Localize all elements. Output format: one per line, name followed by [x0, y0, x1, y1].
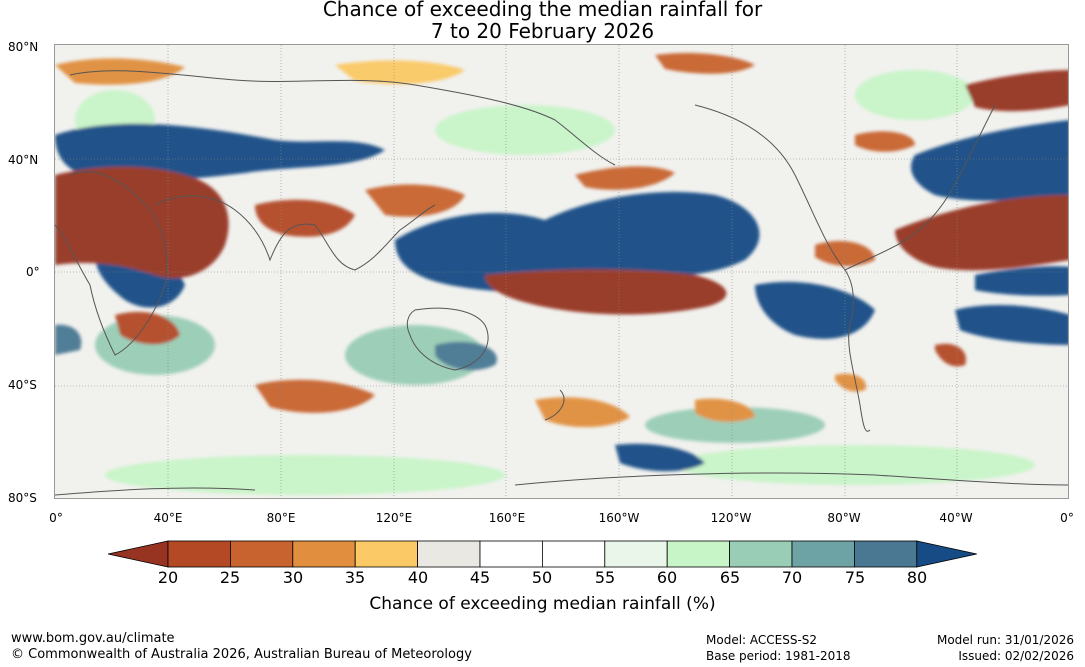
footer-base-period: Base period: 1981-2018: [706, 649, 851, 663]
colorbar-tick: 60: [656, 568, 678, 587]
footer-issued: Issued: 02/02/2026: [958, 649, 1074, 663]
lon-label-40w: 40°W: [939, 511, 973, 525]
colorbar-tick: 30: [282, 568, 304, 587]
colorbar-cell: [292, 540, 356, 568]
lon-label-80w: 80°W: [827, 511, 861, 525]
colorbar-cell: [167, 540, 231, 568]
graticule: [55, 45, 1068, 498]
lon-label-40e: 40°E: [153, 511, 183, 525]
colorbar-label: Chance of exceeding median rainfall (%): [369, 594, 716, 614]
coastlines: [55, 70, 1068, 496]
colorbar-high-arrow: [916, 540, 977, 568]
footer-url: www.bom.gov.au/climate: [11, 631, 175, 646]
lon-label-120e: 120°E: [375, 511, 413, 525]
rainfall-map-canvas: [55, 45, 1068, 498]
lon-label-0: 0°: [49, 511, 63, 525]
colorbar-tick: 50: [531, 568, 553, 587]
colorbar-cell: [417, 540, 481, 568]
rainfall-map: [54, 44, 1069, 499]
rainfall-anomaly-field: [55, 53, 1068, 495]
colorbar-cell: [666, 540, 731, 568]
colorbar-cell: [230, 540, 294, 568]
colorbar-tick: 20: [157, 568, 179, 587]
colorbar-tick: 80: [906, 568, 928, 587]
colorbar-tick: 70: [781, 568, 803, 587]
colorbar-tick: 35: [344, 568, 366, 587]
map-title-line2: 7 to 20 February 2026: [430, 19, 655, 43]
lon-label-0-end: 0°: [1060, 511, 1074, 525]
lon-label-160e: 160°E: [488, 511, 526, 525]
lon-label-80e: 80°E: [266, 511, 296, 525]
lon-label-160w: 160°W: [598, 511, 640, 525]
lat-label-40s: 40°S: [8, 378, 37, 392]
colorbar-cell: [791, 540, 855, 568]
lon-label-120w: 120°W: [710, 511, 752, 525]
footer-copyright: © Commonwealth of Australia 2026, Austra…: [11, 647, 472, 662]
colorbar-cell: [729, 540, 793, 568]
colorbar-tick: 25: [219, 568, 241, 587]
colorbar-low-arrow: [108, 540, 169, 568]
lat-label-80n: 80°N: [8, 40, 39, 54]
colorbar-cell: [354, 540, 418, 568]
colorbar-tick: 55: [594, 568, 616, 587]
colorbar-tick: 40: [407, 568, 429, 587]
lat-label-40n: 40°N: [8, 153, 39, 167]
footer-model-run: Model run: 31/01/2026: [936, 633, 1074, 647]
colorbar-cell: [479, 540, 543, 568]
colorbar-tick: 75: [844, 568, 866, 587]
colorbar-tick: 65: [719, 568, 741, 587]
colorbar-cell: [604, 540, 668, 568]
colorbar-cell: [854, 540, 918, 568]
colorbar-tick: 45: [469, 568, 491, 587]
colorbar-cell: [541, 540, 606, 568]
footer-model: Model: ACCESS-S2: [706, 633, 818, 647]
map-title-line1: Chance of exceeding the median rainfall …: [322, 0, 763, 21]
colorbar: [108, 540, 977, 568]
lat-label-eq: 0°: [26, 265, 40, 279]
lat-label-80s: 80°S: [8, 491, 37, 505]
